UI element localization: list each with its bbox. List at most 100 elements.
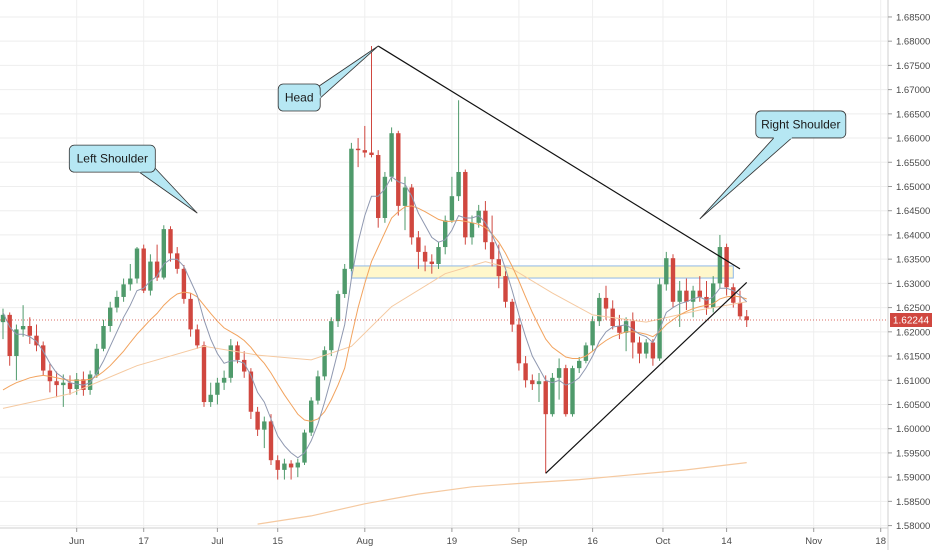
candle-body (603, 297, 609, 309)
candle-body (355, 148, 361, 151)
callout-box (68, 144, 156, 173)
y-tick-label: 1.65500 (896, 158, 930, 169)
candle-body (503, 276, 508, 302)
candle-body (617, 326, 622, 333)
candle-body (94, 348, 99, 375)
x-tick-label: 15 (272, 536, 283, 547)
candle-body (302, 432, 307, 463)
candle-body (396, 133, 401, 206)
candle-body (543, 381, 548, 415)
candle-body (101, 326, 106, 349)
callout-pointer (315, 45, 379, 99)
y-tick-label: 1.66000 (896, 134, 930, 145)
candle-body (275, 460, 280, 470)
callout-pointer (699, 137, 793, 220)
candle-body (711, 283, 716, 308)
candle-body (342, 268, 347, 295)
candle-body (27, 326, 32, 336)
candle-body (295, 462, 300, 468)
candle-body (684, 290, 689, 302)
x-tick-label: Nov (805, 536, 822, 547)
y-tick-label: 1.62500 (896, 303, 930, 314)
candle-body (717, 247, 723, 284)
y-tick-label: 1.63000 (896, 279, 930, 290)
candle-body (235, 345, 240, 360)
candle-body (195, 329, 200, 346)
candle-body (670, 258, 676, 302)
candle-body (704, 296, 709, 308)
candle-body (744, 316, 749, 321)
x-tick-label: 19 (447, 536, 458, 547)
candle-body (536, 381, 542, 385)
candle-body (329, 321, 334, 351)
candle-body (590, 321, 595, 346)
y-tick-label: 1.60000 (896, 424, 930, 435)
candle-body (449, 196, 455, 221)
candle-body (402, 187, 408, 206)
candle-body (382, 176, 388, 218)
callout-label: Head (285, 91, 314, 105)
candle-body (409, 187, 414, 238)
candle-body (443, 220, 448, 248)
y-tick-label: 1.67000 (896, 85, 930, 96)
current-price-tag: 1.62244 (890, 312, 932, 327)
resistance-zone (350, 265, 734, 279)
candle-body (469, 222, 475, 238)
candle-body (228, 345, 233, 378)
candle-body (128, 278, 133, 285)
candle-body (61, 382, 66, 386)
callout-box (755, 110, 847, 139)
y-tick-label: 1.64000 (896, 230, 930, 241)
x-tick-label: Sep (510, 536, 527, 547)
candle-body (134, 248, 140, 279)
candle-body (523, 363, 528, 381)
callout-seam (315, 87, 321, 99)
candle-body (436, 247, 441, 264)
candle-body (724, 247, 729, 288)
candle-body (181, 268, 187, 299)
candle-body (362, 150, 367, 153)
candle-body (376, 155, 381, 218)
y-tick-label: 1.64500 (896, 206, 930, 217)
y-tick-label: 1.60500 (896, 400, 930, 411)
candle-body (516, 324, 522, 364)
y-tick-label: 1.62000 (896, 327, 930, 338)
candle-body (456, 171, 461, 197)
candle-body (154, 261, 160, 278)
ma-fast-line (2, 176, 748, 459)
y-tick-label: 1.58500 (896, 497, 930, 508)
y-tick-label: 1.58000 (896, 521, 930, 532)
candle-body (597, 297, 602, 322)
x-tick-label: Jul (211, 536, 223, 547)
candle-body (14, 329, 19, 357)
candle-body (262, 421, 267, 430)
candle-body (335, 294, 341, 322)
candle-body (563, 368, 568, 415)
candle-body (463, 171, 468, 238)
ma-200-line (257, 462, 747, 525)
callout-label: Left Shoulder (77, 152, 148, 166)
y-tick-label: 1.61500 (896, 352, 930, 363)
candle-body (737, 302, 743, 317)
candle-body (20, 326, 26, 330)
candle-body (697, 290, 702, 297)
candle-body (161, 229, 166, 278)
candle-body (282, 463, 287, 470)
resistance-zone-box (350, 265, 734, 279)
candle-body (41, 345, 46, 371)
callout-seam (138, 163, 152, 173)
candle-body (577, 360, 582, 369)
candle-body (476, 210, 481, 223)
callout-label: Right Shoulder (761, 117, 840, 131)
candle-body (623, 321, 629, 333)
candle-body (483, 210, 488, 243)
candle-body (556, 368, 562, 378)
candle-body (550, 377, 555, 415)
trendline (545, 281, 748, 474)
current-price-value: 1.62244 (893, 315, 930, 326)
candle-body (389, 133, 394, 177)
y-tick-label: 1.63500 (896, 255, 930, 266)
candle-body (637, 342, 642, 354)
